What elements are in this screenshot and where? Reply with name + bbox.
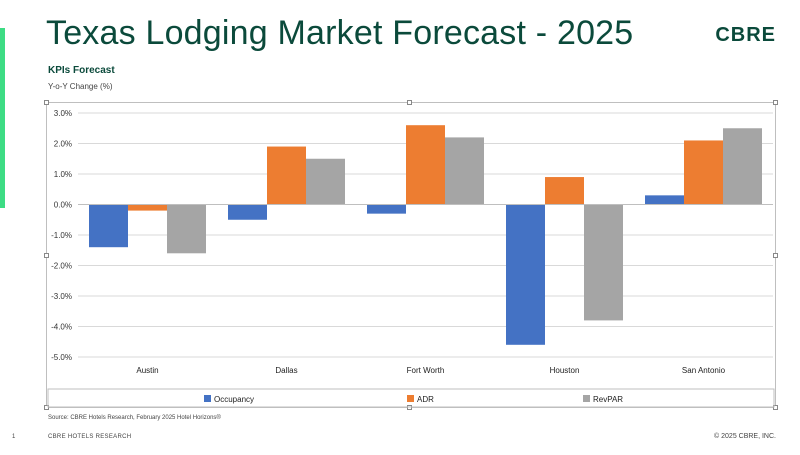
bar-adr-dallas bbox=[267, 146, 306, 205]
x-tick-label: Fort Worth bbox=[407, 366, 445, 375]
x-tick-label: Houston bbox=[550, 366, 580, 375]
x-tick-label: San Antonio bbox=[682, 366, 726, 375]
y-tick-label: 2.0% bbox=[54, 140, 72, 149]
legend-swatch-occupancy bbox=[204, 395, 211, 402]
chart-subtitle: KPIs Forecast bbox=[48, 65, 115, 76]
y-tick-label: -4.0% bbox=[51, 323, 72, 332]
resize-handle-right[interactable] bbox=[773, 253, 778, 258]
bar-occupancy-san-antonio bbox=[645, 195, 684, 205]
legend-swatch-adr bbox=[407, 395, 414, 402]
bar-adr-fort-worth bbox=[406, 125, 445, 205]
bar-revpar-austin bbox=[167, 204, 206, 254]
y-tick-label: 3.0% bbox=[54, 109, 72, 118]
bar-occupancy-austin bbox=[89, 204, 128, 248]
y-tick-label: -5.0% bbox=[51, 353, 72, 362]
x-tick-label: Dallas bbox=[275, 366, 297, 375]
legend-swatch-revpar bbox=[583, 395, 590, 402]
copyright-label: © 2025 CBRE, INC. bbox=[714, 433, 776, 440]
y-axis-title: Y-o-Y Change (%) bbox=[48, 82, 113, 91]
y-tick-label: 0.0% bbox=[54, 201, 72, 210]
footer-left-label: CBRE HOTELS RESEARCH bbox=[48, 434, 132, 440]
bar-revpar-houston bbox=[584, 204, 623, 321]
page-number: 1 bbox=[12, 434, 16, 440]
resize-handle-top-right[interactable] bbox=[773, 100, 778, 105]
y-tick-label: 1.0% bbox=[54, 170, 72, 179]
cbre-logo: CBRE bbox=[715, 24, 776, 46]
bar-revpar-san-antonio bbox=[723, 128, 762, 205]
bar-revpar-fort-worth bbox=[445, 137, 484, 205]
legend-label-occupancy: Occupancy bbox=[214, 395, 254, 404]
x-tick-label: Austin bbox=[136, 366, 158, 375]
slide-title: Texas Lodging Market Forecast - 2025 bbox=[46, 14, 634, 52]
bar-occupancy-dallas bbox=[228, 204, 267, 220]
bar-adr-houston bbox=[545, 177, 584, 205]
bar-adr-san-antonio bbox=[684, 140, 723, 205]
resize-handle-left[interactable] bbox=[44, 253, 49, 258]
legend-box bbox=[47, 388, 775, 408]
resize-handle-top[interactable] bbox=[407, 100, 412, 105]
resize-handle-top-left[interactable] bbox=[44, 100, 49, 105]
bar-adr-austin bbox=[128, 204, 167, 211]
y-tick-label: -1.0% bbox=[51, 231, 72, 240]
y-tick-label: -3.0% bbox=[51, 292, 72, 301]
bar-occupancy-houston bbox=[506, 204, 545, 345]
legend-label-adr: ADR bbox=[417, 395, 434, 404]
source-note: Source: CBRE Hotels Research, February 2… bbox=[48, 415, 221, 421]
bar-occupancy-fort-worth bbox=[367, 204, 406, 214]
y-tick-label: -2.0% bbox=[51, 262, 72, 271]
accent-bar bbox=[0, 28, 5, 208]
bar-revpar-dallas bbox=[306, 158, 345, 205]
legend-label-revpar: RevPAR bbox=[593, 395, 623, 404]
